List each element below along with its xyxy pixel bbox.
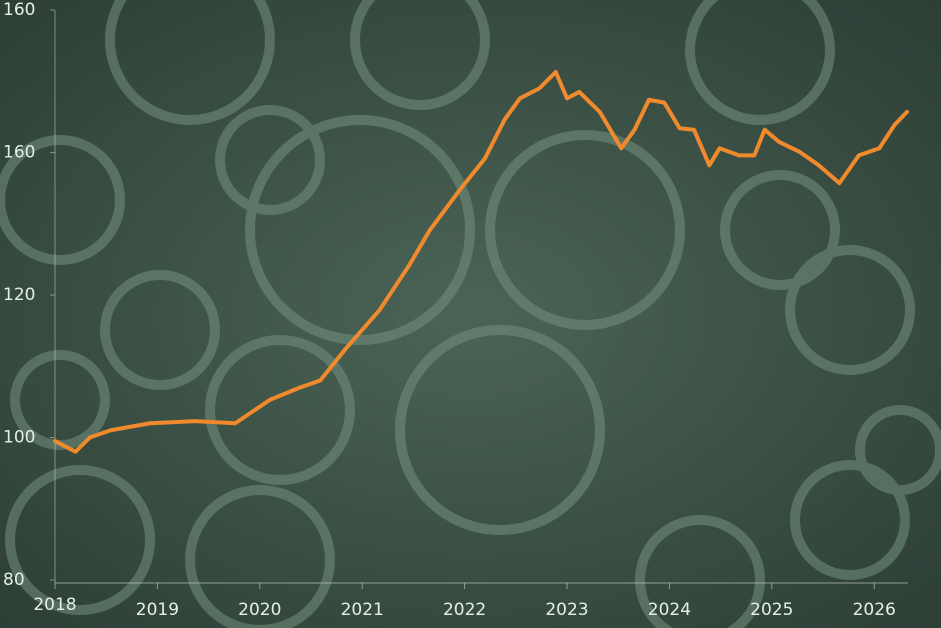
x-tick-label: 2026	[853, 600, 896, 620]
x-tick-label: 2025	[750, 600, 793, 620]
y-tick-label: 160	[3, 143, 35, 163]
y-tick-label: 120	[3, 285, 35, 305]
y-tick-label: 100	[3, 428, 35, 448]
x-tick-label: 2024	[648, 600, 691, 620]
y-tick-label: 80	[3, 570, 25, 590]
x-tick-label: 2018	[33, 595, 76, 615]
line	[53, 69, 909, 454]
x-tick-label: 2022	[443, 600, 486, 620]
x-tick-label: 2019	[136, 600, 179, 620]
x-tick-label: 2021	[341, 600, 384, 620]
y-tick-label: 160	[3, 0, 35, 20]
x-tick-label: 2020	[238, 600, 281, 620]
x-tick-label: 2023	[545, 600, 588, 620]
